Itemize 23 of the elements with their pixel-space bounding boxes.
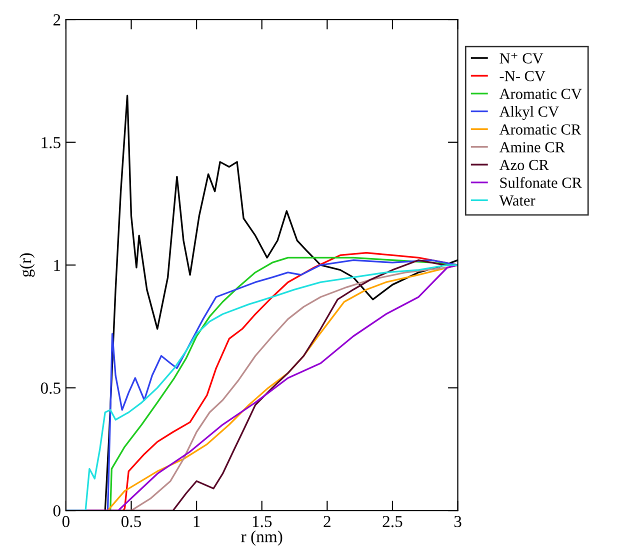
x-tick-label: 3 — [454, 516, 462, 528]
legend-label: Aromatic CR — [499, 124, 582, 135]
x-axis-title: r (nm) — [241, 530, 282, 546]
legend-label: Water — [499, 196, 536, 206]
x-tick-label: 1 — [194, 516, 200, 527]
x-tick-label: 1.5 — [252, 516, 272, 528]
y-tick-label: 1.5 — [42, 137, 60, 148]
legend-label: Aromatic CV — [499, 88, 582, 100]
legend-label: Sulfonate CR — [500, 177, 582, 188]
x-tick-label: 2.5 — [382, 516, 402, 528]
x-tick-label: 2 — [324, 516, 330, 527]
legend-label: Alkyl CV — [499, 106, 559, 120]
legend-label: Azo CR — [499, 160, 549, 170]
y-tick-label: 2 — [53, 14, 60, 26]
legend-label: N⁺ CV — [500, 52, 544, 64]
y-tick-label: 0 — [53, 505, 60, 517]
y-tick-label: 1 — [54, 260, 60, 271]
legend-label: Amine CR — [499, 142, 565, 152]
y-axis-title: g(r) — [20, 253, 35, 277]
x-tick-label: 0 — [62, 516, 70, 528]
x-tick-label: 0.5 — [121, 516, 142, 528]
y-tick-label: 0.5 — [40, 382, 60, 394]
legend-label: -N- CV — [500, 70, 546, 82]
